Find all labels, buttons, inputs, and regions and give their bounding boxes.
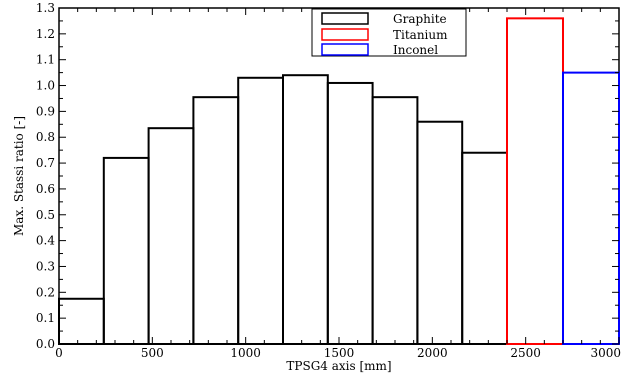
y-tick-label: 0.3	[36, 259, 55, 273]
y-tick-label: 0.6	[36, 182, 55, 196]
legend-box	[311, 8, 467, 57]
y-tick-label: 1.0	[36, 79, 55, 93]
x-tick-label: 500	[141, 346, 164, 360]
bar-graphite-3	[192, 96, 240, 345]
y-tick-label: 1.2	[36, 27, 55, 41]
bar-graphite-9	[461, 151, 509, 345]
legend-label-inconel: Inconel	[393, 43, 438, 57]
legend-swatch-graphite	[321, 12, 369, 25]
y-tick-label: 0.5	[36, 208, 55, 222]
x-axis-title: TPSG4 axis [mm]	[286, 359, 391, 373]
x-tick-label: 2000	[417, 346, 448, 360]
bar-graphite-4	[237, 76, 284, 346]
legend-label-graphite: Graphite	[393, 12, 447, 26]
y-tick-label: 0.1	[36, 311, 55, 325]
y-tick-label: 1.1	[36, 53, 55, 67]
bar-graphite-0	[58, 297, 105, 345]
bar-graphite-1	[102, 156, 150, 345]
bars-group	[58, 17, 620, 346]
legend-swatch-titanium	[321, 28, 369, 41]
x-tick-label: 2500	[510, 346, 541, 360]
x-tick-label: 1000	[230, 346, 261, 360]
bar-graphite-5	[282, 74, 329, 345]
legend-label-titanium: Titanium	[393, 28, 448, 42]
y-tick-label: 0.9	[36, 104, 55, 118]
bar-graphite-7	[371, 96, 419, 345]
bar-graphite-6	[326, 81, 374, 345]
legend: Graphite Titanium Inconel	[311, 8, 467, 57]
x-tick-label: 0	[55, 346, 63, 360]
x-tick-label: 3000	[590, 346, 621, 360]
bar-graphite-8	[416, 120, 464, 345]
y-tick-label: 0.0	[36, 337, 55, 351]
bar-graphite-2	[147, 127, 195, 345]
y-tick-label: 0.7	[36, 156, 55, 170]
y-tick-label: 0.4	[36, 234, 55, 248]
y-tick-label: 0.2	[36, 285, 55, 299]
y-axis-title: Max. Stassi ratio [-]	[12, 116, 26, 236]
y-tick-label: 0.8	[36, 130, 55, 144]
bar-titanium-0	[506, 17, 564, 345]
plot-frame	[58, 7, 620, 345]
x-tick-label: 1500	[324, 346, 355, 360]
bar-inconel-0	[562, 71, 620, 345]
legend-swatch-inconel	[321, 43, 369, 56]
y-tick-label: 1.3	[36, 1, 55, 15]
ticks-group: 0.0 0.1 0.2 0.3 0.4 0.5 0.6 0.7 0.8 0.9 1.0 1.1 1.2 1…	[36, 1, 621, 360]
